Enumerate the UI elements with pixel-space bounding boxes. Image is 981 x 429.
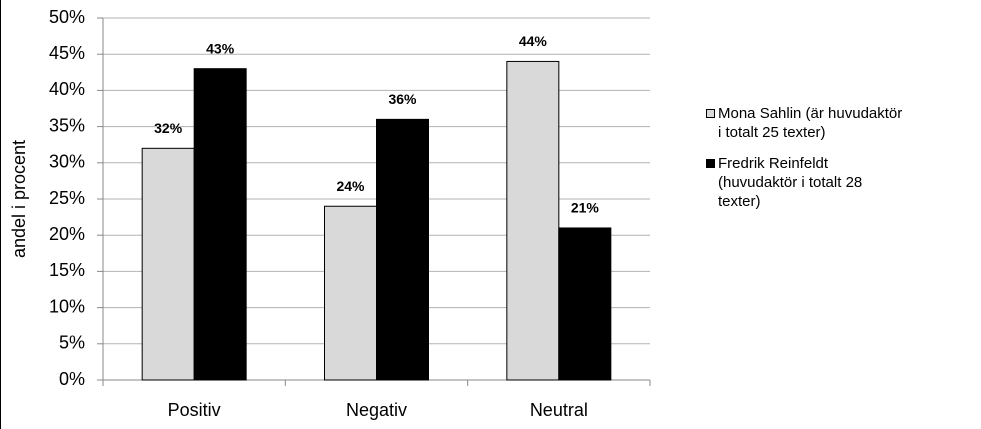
- y-tick-label: 30%: [49, 152, 85, 172]
- y-tick-label: 15%: [49, 260, 85, 280]
- legend-label: Fredrik Reinfeldt (huvudaktör i totalt 2…: [718, 155, 863, 210]
- y-tick-label: 35%: [49, 115, 85, 135]
- value-label: 24%: [336, 178, 365, 194]
- y-tick-label: 0%: [59, 369, 85, 389]
- bar: [558, 227, 612, 381]
- legend-swatch: [706, 159, 715, 168]
- bar: [193, 68, 247, 381]
- y-tick-label: 45%: [49, 43, 85, 63]
- value-label: 44%: [519, 33, 548, 49]
- legend-item: Mona Sahlin (är huvudaktör i totalt 25 t…: [706, 104, 906, 142]
- legend: Mona Sahlin (är huvudaktör i totalt 25 t…: [706, 104, 906, 223]
- x-tick-label: Positiv: [168, 400, 221, 420]
- bar: [141, 147, 195, 381]
- value-label: 43%: [206, 40, 235, 56]
- bar: [324, 205, 377, 381]
- value-label: 21%: [571, 200, 600, 216]
- y-tick-label: 50%: [49, 7, 85, 27]
- y-tick-label: 25%: [49, 188, 85, 208]
- legend-item: Fredrik Reinfeldt (huvudaktör i totalt 2…: [706, 154, 906, 211]
- y-tick-label: 20%: [49, 224, 85, 244]
- value-label: 36%: [388, 91, 417, 107]
- legend-swatch: [706, 109, 715, 118]
- y-tick-label: 5%: [59, 333, 85, 353]
- bar: [506, 60, 560, 381]
- y-axis-label: andel i procent: [9, 140, 29, 258]
- y-tick-label: 10%: [49, 296, 85, 316]
- legend-label: Mona Sahlin (är huvudaktör i totalt 25 t…: [718, 105, 903, 141]
- x-tick-label: Negativ: [346, 400, 407, 420]
- x-tick-label: Neutral: [530, 400, 588, 420]
- value-label: 32%: [154, 120, 183, 136]
- bar: [376, 118, 429, 381]
- y-tick-label: 40%: [49, 79, 85, 99]
